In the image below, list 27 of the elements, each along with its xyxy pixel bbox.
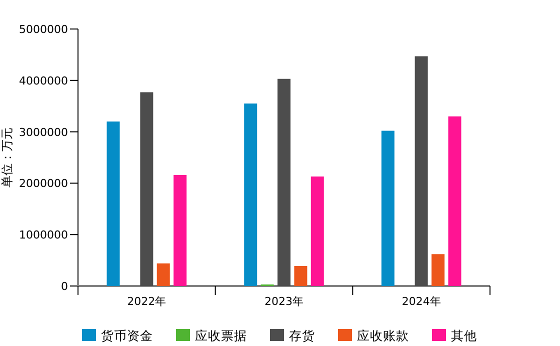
y-tick-label: 1000000	[19, 228, 68, 242]
bar	[448, 116, 462, 286]
bar	[140, 92, 154, 286]
x-tick-label: 2022年	[127, 295, 166, 308]
legend-label: 应收票据	[195, 328, 247, 343]
bar	[414, 56, 428, 286]
y-tick-label: 2000000	[19, 177, 68, 190]
y-tick-label: 3000000	[19, 126, 68, 139]
x-tick-label: 2024年	[402, 295, 441, 308]
y-tick-label: 0	[61, 280, 68, 293]
bar	[174, 174, 187, 286]
y-tick-label: 5000000	[19, 23, 68, 36]
bar	[156, 263, 170, 286]
legend-label: 其他	[451, 328, 477, 343]
bar	[310, 176, 324, 286]
bar	[244, 104, 258, 286]
legend-label: 应收账款	[357, 328, 409, 343]
bar	[432, 254, 445, 286]
y-axis-title: 单位：万元	[0, 128, 14, 188]
legend-label: 货币资金	[101, 328, 153, 343]
bar	[294, 266, 308, 286]
y-tick-label: 4000000	[19, 74, 68, 88]
x-tick-label: 2023年	[264, 295, 304, 308]
legend-label: 存货	[289, 328, 315, 343]
bar	[381, 130, 394, 286]
bar	[106, 122, 120, 286]
bar	[278, 78, 290, 286]
